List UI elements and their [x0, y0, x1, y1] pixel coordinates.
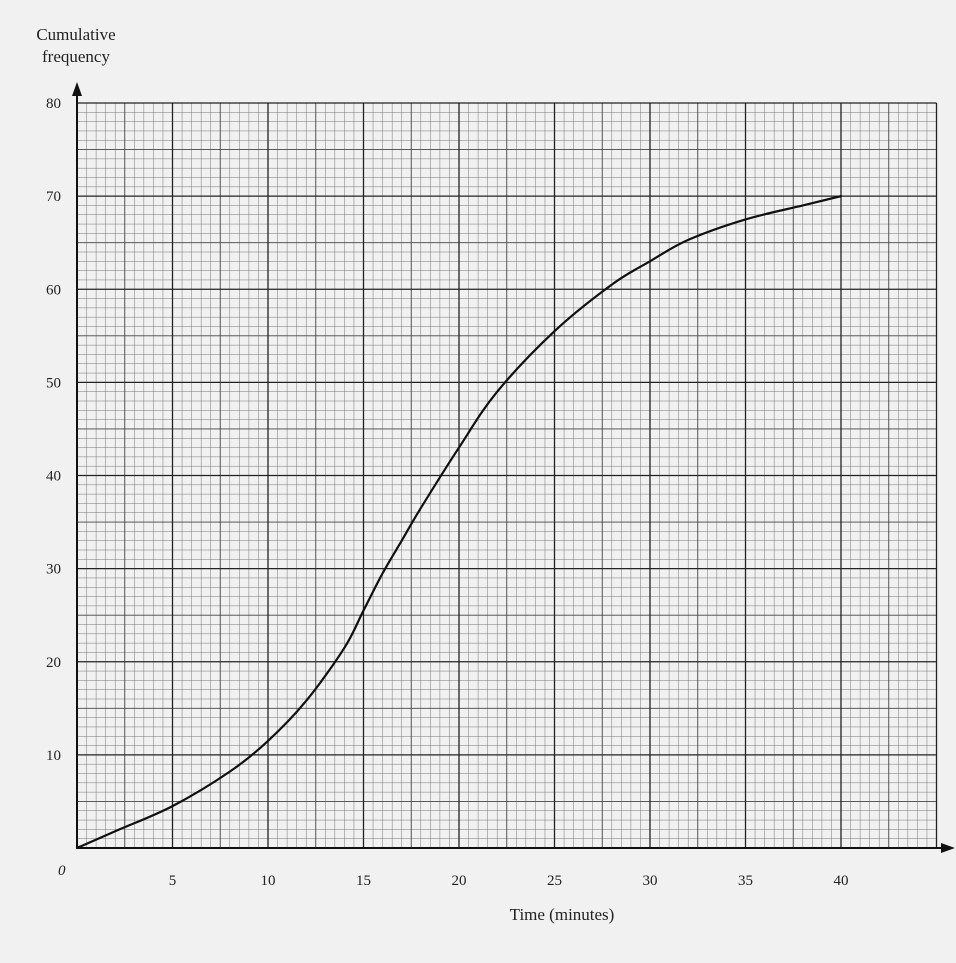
- y-tick-label: 80: [46, 96, 61, 112]
- y-tick-label: 30: [46, 562, 61, 578]
- y-tick-label: 50: [46, 375, 61, 391]
- x-tick-labels: 5 10 15 20 25 30 35 40: [169, 873, 849, 889]
- x-axis-title: Time (minutes): [510, 905, 615, 924]
- y-tick-label: 60: [46, 282, 61, 298]
- cumulative-frequency-curve: [75, 195, 843, 850]
- x-tick-label: 30: [643, 873, 658, 889]
- x-tick-label: 25: [547, 873, 562, 889]
- y-tick-label: 40: [46, 469, 61, 485]
- y-tick-label: 10: [46, 748, 61, 764]
- x-tick-label: 35: [738, 873, 753, 889]
- axes: [72, 82, 955, 853]
- x-tick-label: 10: [261, 873, 276, 889]
- x-tick-label: 40: [834, 873, 849, 889]
- y-axis-title-line-2: frequency: [42, 47, 110, 66]
- x-tick-label: 20: [452, 873, 467, 889]
- y-axis-title-line-1: Cumulative: [36, 25, 115, 44]
- y-tick-label: 70: [46, 189, 61, 205]
- y-axis-arrow: [72, 82, 82, 96]
- x-tick-label: 15: [356, 873, 371, 889]
- y-tick-label: 20: [46, 655, 61, 671]
- y-tick-labels: 10 20 30 40 50 60 70 80: [46, 96, 61, 764]
- x-tick-label: 5: [169, 873, 177, 889]
- origin-label: 0: [58, 863, 66, 879]
- x-axis-arrow: [941, 843, 955, 853]
